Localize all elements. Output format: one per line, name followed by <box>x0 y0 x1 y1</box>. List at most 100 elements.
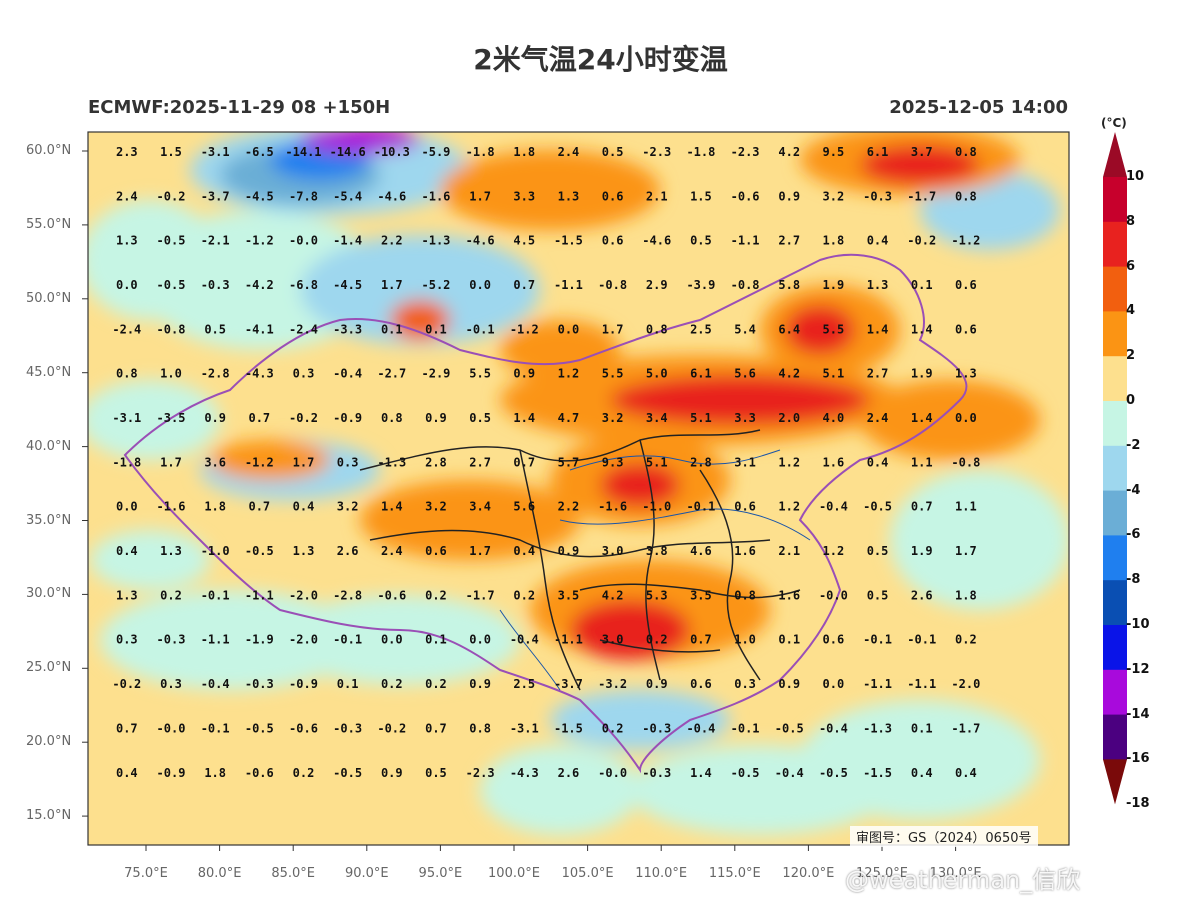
grid-value: 5.4 <box>734 322 756 336</box>
grid-value: 0.1 <box>425 633 447 647</box>
longitude-label: 75.0°E <box>124 866 168 881</box>
grid-value: 2.5 <box>513 677 535 691</box>
grid-value: 1.3 <box>867 278 889 292</box>
colorbar-segment <box>1103 625 1127 671</box>
longitude-label: 90.0°E <box>344 866 389 881</box>
grid-value: -2.0 <box>289 588 318 602</box>
longitude-label: 130.0°E <box>929 866 982 881</box>
grid-value: -0.9 <box>289 677 318 691</box>
grid-value: -0.5 <box>863 500 892 514</box>
grid-value: -14.6 <box>330 145 366 159</box>
grid-value: 0.9 <box>469 677 491 691</box>
grid-value: 0.8 <box>646 322 668 336</box>
grid-value: 2.2 <box>381 234 403 248</box>
grid-value: -2.9 <box>422 367 451 381</box>
grid-value: 5.7 <box>558 455 580 469</box>
grid-value: 0.6 <box>425 544 447 558</box>
grid-value: -0.1 <box>686 500 715 514</box>
grid-value: -2.3 <box>731 145 760 159</box>
grid-value: 0.7 <box>248 500 270 514</box>
grid-value: 3.3 <box>734 411 756 425</box>
grid-value: 1.4 <box>381 500 403 514</box>
grid-value: 0.4 <box>293 500 315 514</box>
grid-value: -0.4 <box>686 721 715 735</box>
latitude-label: 60.0°N <box>26 143 72 158</box>
grid-value: 1.2 <box>778 500 800 514</box>
grid-value: -0.3 <box>245 677 274 691</box>
grid-value: -1.2 <box>245 234 274 248</box>
grid-value: 0.7 <box>248 411 270 425</box>
grid-value: 1.9 <box>911 544 933 558</box>
grid-value: 4.0 <box>823 411 845 425</box>
grid-value: 5.5 <box>469 367 491 381</box>
grid-value: -1.5 <box>554 721 583 735</box>
grid-value: -1.6 <box>157 500 186 514</box>
grid-value: 1.9 <box>823 278 845 292</box>
colorbar-label: -16 <box>1126 751 1150 767</box>
grid-value: 0.2 <box>602 721 624 735</box>
grid-value: -3.1 <box>112 411 141 425</box>
grid-value: -1.5 <box>863 766 892 780</box>
grid-value: -2.0 <box>951 677 980 691</box>
grid-value: 3.2 <box>823 189 845 203</box>
boundary-lines <box>123 253 968 774</box>
grid-value: -3.5 <box>157 411 186 425</box>
grid-value: 1.6 <box>823 455 845 469</box>
grid-value: 0.1 <box>381 322 403 336</box>
latitude-label: 55.0°N <box>26 216 72 232</box>
grid-value: 3.2 <box>602 411 624 425</box>
grid-value: -2.4 <box>289 322 318 336</box>
grid-value: -0.8 <box>157 322 186 336</box>
grid-value: 1.7 <box>381 278 403 292</box>
grid-value: 3.2 <box>425 500 447 514</box>
grid-value: -0.3 <box>333 721 362 735</box>
grid-value: -0.8 <box>951 455 980 469</box>
grid-value: -1.6 <box>598 500 627 514</box>
latitude-label: 30.0°N <box>26 586 72 602</box>
grid-value: 0.0 <box>558 322 580 336</box>
colorbar-label: 8 <box>1126 213 1136 229</box>
grid-value: 0.9 <box>646 677 668 691</box>
colorbar-segment <box>1103 535 1127 581</box>
grid-value: 0.9 <box>778 677 800 691</box>
grid-value: 5.1 <box>646 455 668 469</box>
grid-value: 0.7 <box>513 455 535 469</box>
grid-value: -3.7 <box>201 189 230 203</box>
latitude-label: 25.0°N <box>26 660 72 676</box>
latitude-label: 35.0°N <box>26 512 72 528</box>
watermark: @weatherman_信欣 <box>845 866 1081 894</box>
grid-value: 3.4 <box>469 500 491 514</box>
grid-value: 3.4 <box>646 411 668 425</box>
grid-value: -1.6 <box>422 189 451 203</box>
colorbar-label: -14 <box>1126 706 1150 722</box>
grid-value-labels: 2.3 1.5 -3.1 -6.5 -14.1 -14.6 -10.3 -5.9 -1.8 1.8… <box>112 145 980 780</box>
colorbar-segment <box>1103 401 1127 447</box>
grid-value: -1.8 <box>686 145 715 159</box>
latitude-label: 40.0°N <box>26 438 72 454</box>
grid-value: -0.5 <box>333 766 362 780</box>
grid-value: -0.2 <box>112 677 141 691</box>
grid-value: 5.1 <box>690 411 712 425</box>
grid-value: 1.3 <box>116 234 138 248</box>
grid-value: 0.2 <box>425 677 447 691</box>
grid-value: 0.5 <box>690 234 712 248</box>
grid-value: 4.5 <box>513 234 535 248</box>
grid-value: -0.0 <box>289 234 318 248</box>
longitude-label: 125.0°E <box>856 866 908 881</box>
grid-value: 2.6 <box>337 544 359 558</box>
grid-value: -0.4 <box>333 367 362 381</box>
grid-value: 1.9 <box>911 367 933 381</box>
colorbar-min-arrow <box>1103 759 1127 805</box>
grid-value: 9.5 <box>823 145 845 159</box>
grid-value: 2.6 <box>911 588 933 602</box>
grid-value: 0.7 <box>425 721 447 735</box>
latitude-label: 50.0°N <box>26 290 72 306</box>
grid-value: 0.2 <box>293 766 315 780</box>
grid-value: 0.1 <box>337 677 359 691</box>
colorbar-segment <box>1103 266 1127 312</box>
grid-value: 0.3 <box>734 677 756 691</box>
grid-value: -1.1 <box>907 677 936 691</box>
grid-value: 0.1 <box>911 278 933 292</box>
grid-value: -0.0 <box>598 766 627 780</box>
grid-value: -1.5 <box>554 234 583 248</box>
